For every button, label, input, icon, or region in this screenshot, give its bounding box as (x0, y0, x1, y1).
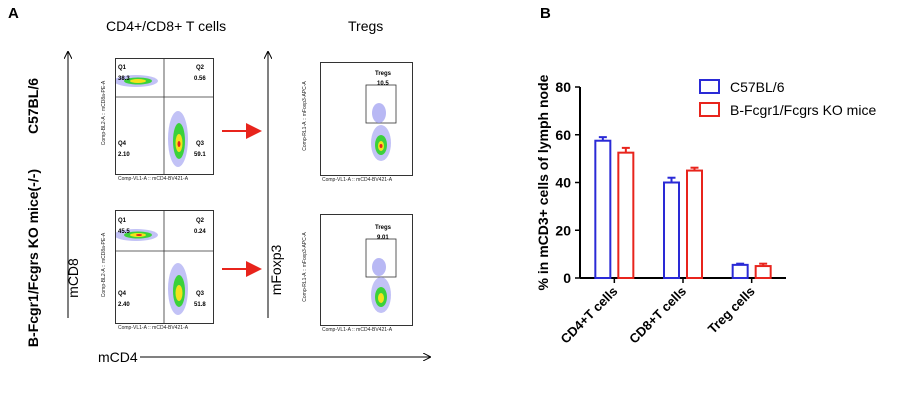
bar (617, 151, 635, 279)
q3-label: Q3 (196, 141, 205, 147)
panel-a-letter: A (8, 5, 19, 22)
ylabel-foxp3: mFoxp3 (268, 244, 284, 296)
y-tick-label: 40 (555, 175, 571, 191)
bar-chart: 0 20 40 60 80% in mCD3+ cells of lymph node C… (535, 74, 876, 347)
q3-value: 59.1 (194, 152, 206, 158)
treg-gate-value: 9.01 (377, 235, 389, 241)
q4-label: Q4 (118, 291, 127, 297)
x-tick-label: CD4+T cells (557, 284, 620, 347)
q4-value: 2.40 (118, 302, 130, 308)
flow-plot-treg-wt: Tregs 10.5 (320, 62, 413, 176)
x-tick-label: CD8+T cells (626, 284, 689, 347)
q3-label: Q3 (196, 291, 205, 297)
flow-y-axis-label: Comp-BL2-A :: mCD8a-PE-A (101, 80, 107, 146)
scatter-cloud (365, 238, 397, 313)
legend-label: C57BL/6 (730, 79, 785, 95)
ylabel-cd8: mCD8 (65, 258, 81, 298)
scatter-cloud (116, 211, 213, 323)
q3-value: 51.8 (194, 302, 206, 308)
flow-plot-cd4cd8-wt: Q1 38.3 Q2 0.56 Q4 2.10 Q3 59.1 (115, 58, 214, 175)
flow-x-axis-label: Comp-VL1-A :: mCD4-BV421-A (118, 176, 189, 182)
flow-x-axis-label: Comp-VL1-A :: mCD4-BV421-A (322, 177, 393, 183)
panel-a-axes (0, 0, 450, 401)
bar (663, 181, 680, 279)
flow-y-axis-label: Comp-RL1-A :: mFoxp3-APC-A (302, 81, 308, 151)
y-tick-label: 20 (555, 222, 571, 238)
q1-label: Q1 (118, 218, 127, 224)
bar (686, 169, 703, 279)
q4-value: 2.10 (118, 152, 130, 158)
q2-label: Q2 (196, 218, 205, 224)
flow-plot-cd4cd8-ko: Q1 45.5 Q2 0.24 Q4 2.40 Q3 51.8 (115, 210, 214, 324)
panel-b-letter: B (540, 5, 551, 22)
flow-y-axis-label: Comp-RL1-A :: mFoxp3-APC-A (302, 232, 308, 302)
y-axis-title: % in mCD3+ cells of lymph node (535, 74, 551, 290)
scatter-cloud (365, 84, 397, 161)
y-tick-label: 80 (555, 79, 571, 95)
bar (594, 139, 612, 279)
treg-gate-label: Tregs (375, 225, 392, 231)
q2-value: 0.24 (194, 229, 206, 235)
q2-label: Q2 (196, 65, 205, 71)
legend-label: B-Fcgr1/Fcgrs KO mice (730, 102, 876, 118)
col1-title: CD4+/CD8+ T cells (106, 18, 227, 34)
q1-label: Q1 (118, 65, 127, 71)
legend-swatch (699, 102, 720, 117)
q1-value: 38.3 (118, 76, 130, 82)
flow-x-axis-label: Comp-VL1-A :: mCD4-BV421-A (322, 327, 393, 333)
q2-value: 0.56 (194, 76, 206, 82)
treg-gate-value: 10.5 (377, 81, 389, 87)
x-tick-label: Treg cells (705, 284, 758, 337)
scatter-cloud (116, 59, 213, 174)
legend-swatch (699, 79, 720, 94)
flow-x-axis-label: Comp-VL1-A :: mCD4-BV421-A (118, 325, 189, 331)
y-tick-label: 60 (555, 127, 571, 143)
bar (731, 263, 749, 279)
y-tick-label: 0 (563, 270, 571, 286)
bar (754, 265, 772, 279)
q4-label: Q4 (118, 141, 127, 147)
col2-title: Tregs (348, 18, 384, 34)
xlabel-cd4: mCD4 (98, 349, 138, 365)
treg-gate-label: Tregs (375, 71, 392, 77)
flow-y-axis-label: Comp-BL2-A :: mCD8a-PE-A (101, 232, 107, 298)
q1-value: 45.5 (118, 229, 130, 235)
flow-plot-treg-ko: Tregs 9.01 (320, 214, 413, 326)
